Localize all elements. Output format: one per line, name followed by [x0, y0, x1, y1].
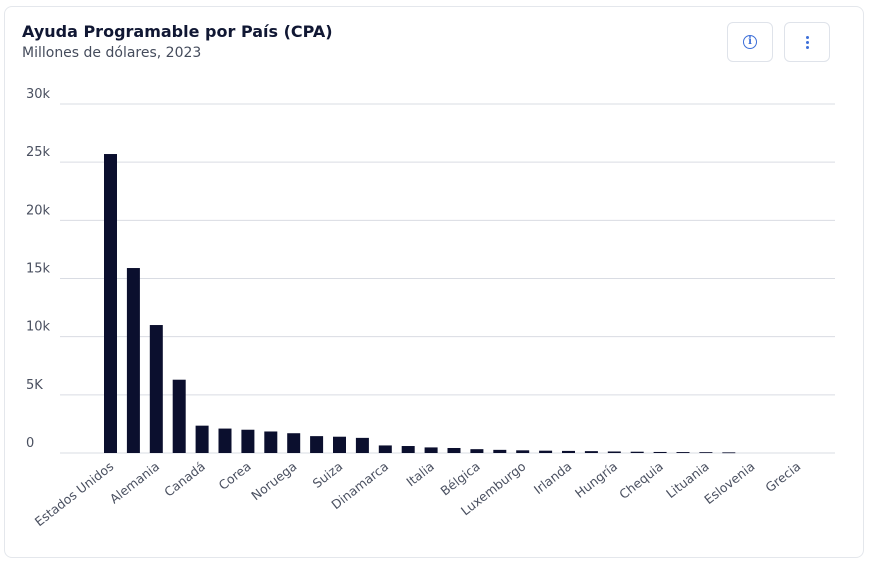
bar: [424, 447, 438, 453]
bar: [539, 450, 553, 453]
x-tick-label: Alemania: [107, 459, 162, 507]
bar: [241, 429, 255, 453]
bar: [493, 449, 507, 453]
bar: [104, 154, 117, 454]
x-tick-label: Hungría: [572, 459, 620, 501]
x-tick-label: Estados Unidos: [32, 459, 117, 530]
bar: [630, 451, 644, 453]
more-options-button[interactable]: [784, 22, 830, 62]
bar: [401, 446, 415, 453]
y-tick-label: 15k: [26, 262, 51, 277]
chart-card: [4, 6, 864, 558]
x-tick-label: Grecia: [762, 459, 803, 496]
label-layer: 0 5K 10k 15k 20k 25k 30k Estados UnidosAlemania…: [26, 87, 803, 529]
chart-title: Ayuda Programable por País (CPA): [22, 22, 333, 41]
bar: [126, 268, 140, 453]
info-button[interactable]: i: [727, 22, 773, 62]
bar: [722, 452, 736, 454]
bar: [584, 451, 598, 453]
bar: [149, 325, 163, 453]
x-tick-label: Canadá: [161, 459, 208, 500]
bar: [653, 451, 667, 453]
bar: [264, 431, 278, 453]
bar: [218, 428, 232, 453]
bar: [195, 425, 209, 453]
bar: [355, 437, 369, 453]
bar: [333, 436, 346, 453]
x-tick-label: Chequia: [616, 459, 666, 502]
bar: [310, 436, 324, 453]
grid-layer: [60, 103, 835, 454]
x-tick-label: Corea: [216, 459, 254, 493]
x-tick-label: Irlanda: [531, 459, 575, 498]
x-tick-label: Eslovenia: [701, 459, 757, 508]
y-tick-label: 20k: [26, 203, 51, 218]
bar: [676, 452, 690, 453]
y-tick-label: 10k: [26, 320, 51, 335]
more-vertical-icon: [805, 35, 809, 50]
y-tick-label: 0: [26, 436, 34, 451]
info-icon: i: [743, 35, 757, 49]
bar: [607, 451, 621, 453]
bar: [378, 445, 392, 453]
bar: [516, 450, 530, 453]
bar: [470, 449, 484, 453]
bar: [287, 433, 301, 453]
chart-subtitle: Millones de dólares, 2023: [22, 45, 202, 61]
y-tick-label: 5K: [26, 378, 43, 393]
x-tick-label: Noruega: [248, 459, 299, 504]
bar: [699, 452, 713, 453]
bar: [172, 379, 186, 453]
bar: [562, 450, 575, 453]
y-tick-label: 30k: [26, 87, 51, 102]
bar-layer: [104, 154, 736, 454]
bar: [447, 447, 461, 453]
x-tick-label: Suiza: [310, 459, 346, 491]
x-tick-label: Italia: [403, 459, 437, 490]
y-tick-label: 25k: [26, 145, 51, 160]
